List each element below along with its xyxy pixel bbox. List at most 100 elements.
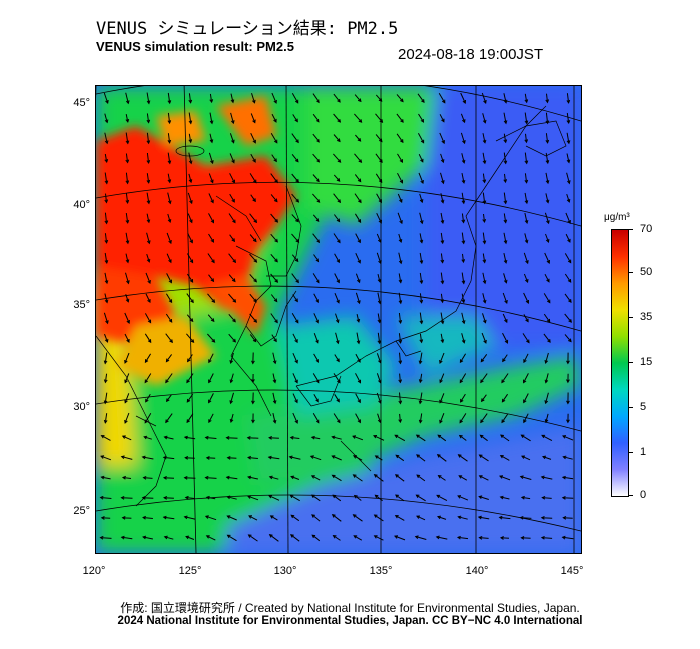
wind-arrow <box>395 515 405 521</box>
wind-arrow <box>439 132 445 144</box>
wind-arrowhead <box>436 494 441 499</box>
wind-arrowhead <box>456 535 461 540</box>
wind-arrowhead <box>524 239 529 244</box>
wind-arrow <box>100 497 112 499</box>
wind-arrow <box>479 537 489 539</box>
wind-arrowhead <box>146 140 151 145</box>
wind-arrow <box>376 193 382 203</box>
wind-arrowhead <box>399 220 403 225</box>
wind-arrowhead <box>482 179 487 184</box>
wind-arrow <box>504 173 506 183</box>
wind-arrowhead <box>331 455 336 459</box>
wind-arrow <box>543 293 551 303</box>
wind-arrowhead <box>188 120 193 125</box>
wind-arrowhead <box>231 198 235 203</box>
wind-arrow <box>440 312 444 324</box>
wind-arrow <box>188 173 192 183</box>
wind-arrowhead <box>398 360 403 365</box>
forecast-timestamp: 2024-08-18 19:00JST <box>398 46 544 63</box>
wind-arrowhead <box>168 279 172 284</box>
wind-arrowhead <box>525 299 529 304</box>
wind-arrow <box>566 112 570 124</box>
wind-arrow <box>376 212 382 224</box>
wind-arrow <box>125 213 129 223</box>
wind-arrowhead <box>103 360 108 365</box>
wind-arrowhead <box>398 339 403 344</box>
wind-arrowhead <box>253 298 257 303</box>
wind-arrow <box>100 537 112 539</box>
wind-arrowhead <box>398 238 403 243</box>
wind-arrowhead <box>184 495 189 500</box>
wind-arrowhead <box>162 455 167 460</box>
wind-arrow <box>354 174 362 182</box>
colorbar-tickmark <box>628 452 633 453</box>
wind-arrowhead <box>524 200 529 205</box>
wind-arrow <box>226 476 238 480</box>
wind-arrow <box>503 112 507 124</box>
wind-arrowhead <box>357 419 361 424</box>
wind-arrow <box>227 534 237 542</box>
wind-arrow <box>167 213 171 223</box>
wind-arrowhead <box>480 398 485 403</box>
wind-arrowhead <box>503 160 508 165</box>
wind-arrowhead <box>204 515 209 519</box>
wind-arrowhead <box>377 419 382 424</box>
wind-arrowhead <box>504 300 508 304</box>
wind-arrowhead <box>295 239 300 243</box>
colorbar-tick-70: 70 <box>640 223 653 235</box>
wind-arrowhead <box>562 435 567 439</box>
wind-arrowhead <box>460 398 464 403</box>
wind-arrow <box>524 112 528 124</box>
wind-arrow <box>101 476 111 480</box>
wind-arrow <box>440 293 444 303</box>
wind-arrow <box>503 192 507 204</box>
wind-arrowhead <box>542 455 547 460</box>
wind-arrow <box>564 253 572 263</box>
wind-arrowhead <box>104 220 109 225</box>
wind-arrow <box>334 293 340 303</box>
wind-arrowhead <box>294 339 298 344</box>
wind-arrowhead <box>274 319 278 324</box>
wind-arrowhead <box>440 159 445 164</box>
wind-arrowhead <box>482 299 487 304</box>
wind-arrow <box>208 173 214 183</box>
wind-arrowhead <box>415 494 420 499</box>
wind-arrowhead <box>546 220 550 225</box>
wind-arrowhead <box>147 280 151 285</box>
wind-arrowhead <box>357 358 361 363</box>
wind-arrow <box>394 535 406 541</box>
wind-arrow <box>104 373 108 383</box>
wind-arrowhead <box>125 159 130 164</box>
wind-arrow <box>460 113 466 123</box>
lon-label-125: 125° <box>178 565 202 577</box>
wind-arrowhead <box>440 320 445 325</box>
wind-arrowhead <box>525 260 529 265</box>
wind-arrow <box>165 313 173 323</box>
wind-arrow <box>145 393 151 403</box>
wind-arrow <box>230 392 234 404</box>
wind-arrowhead <box>440 299 445 304</box>
wind-arrow <box>398 333 402 343</box>
wind-arrow <box>104 212 108 224</box>
wind-arrowhead <box>336 299 340 304</box>
wind-arrow <box>292 294 298 302</box>
wind-arrow <box>543 313 551 323</box>
wind-arrow <box>545 152 549 164</box>
wind-arrow <box>248 534 258 542</box>
wind-arrow <box>353 455 363 461</box>
wind-arrowhead <box>162 475 167 480</box>
wind-arrow <box>205 437 217 439</box>
wind-arrowhead <box>125 180 130 185</box>
wind-arrowhead <box>315 299 319 304</box>
wind-arrowhead <box>437 515 441 520</box>
wind-arrow <box>146 152 150 164</box>
wind-arrowhead <box>520 495 525 500</box>
wind-arrowhead <box>226 515 231 519</box>
wind-arrow <box>311 514 321 522</box>
wind-arrowhead <box>357 178 362 183</box>
wind-arrow <box>227 496 237 500</box>
wind-arrow <box>312 153 320 163</box>
wind-arrow <box>416 494 426 502</box>
wind-arrowhead <box>545 99 550 104</box>
wind-arrow <box>186 393 194 403</box>
